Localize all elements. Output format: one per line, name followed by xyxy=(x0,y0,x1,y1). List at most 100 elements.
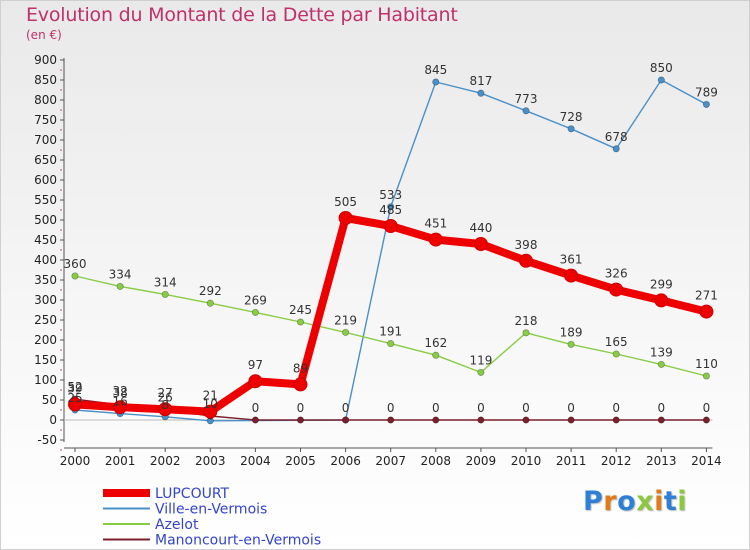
y-tick-label: 250 xyxy=(34,313,57,327)
data-point-ville-en-vermois xyxy=(477,89,485,97)
y-tick-label: 150 xyxy=(34,353,57,367)
y-tick-label: 900 xyxy=(34,53,57,67)
data-label-ville-en-vermois: 850 xyxy=(650,61,673,75)
data-point-azelot xyxy=(71,272,79,280)
data-point-ville-en-vermois xyxy=(612,145,620,153)
data-label-azelot: 218 xyxy=(515,314,538,328)
data-label-lupcourt: 27 xyxy=(158,386,173,400)
data-label-lupcourt: 398 xyxy=(515,238,538,252)
x-tick-label: 2010 xyxy=(511,454,542,468)
data-label-lupcourt: 89 xyxy=(293,361,308,375)
data-point-azelot xyxy=(522,329,530,337)
series-line-lupcourt xyxy=(71,214,711,416)
y-tick-label: 0 xyxy=(49,413,57,427)
y-tick-label: 100 xyxy=(34,373,57,387)
data-label-lupcourt: 451 xyxy=(424,217,447,231)
data-point-ville-en-vermois xyxy=(387,203,395,211)
data-point-ville-en-vermois xyxy=(702,100,710,108)
y-tick-label: 50 xyxy=(42,393,57,407)
data-label-azelot: 245 xyxy=(289,303,312,317)
data-point-lupcourt xyxy=(158,402,173,417)
data-label-azelot: 189 xyxy=(560,325,583,339)
data-label-lupcourt: 440 xyxy=(469,221,492,235)
data-point-azelot xyxy=(161,290,169,298)
data-point-lupcourt xyxy=(203,404,218,419)
data-point-azelot xyxy=(206,299,214,307)
data-label-ville-en-vermois: 789 xyxy=(695,85,718,99)
proxiti-logo: Proxiti xyxy=(583,486,687,517)
data-point-ville-en-vermois xyxy=(432,78,440,86)
data-label-manoncourt-en-vermois: 0 xyxy=(252,401,260,415)
legend: LUPCOURTVille-en-VermoisAzelotManoncourt… xyxy=(103,486,321,549)
data-label-lupcourt: 361 xyxy=(560,253,583,267)
data-label-manoncourt-en-vermois: 0 xyxy=(297,401,305,415)
data-label-azelot: 165 xyxy=(605,335,628,349)
y-tick-label: 500 xyxy=(34,213,57,227)
data-point-azelot xyxy=(387,340,395,348)
y-tick-label: 400 xyxy=(34,253,57,267)
x-tick-label: 2004 xyxy=(240,454,271,468)
data-label-lupcourt: 39 xyxy=(67,381,82,395)
data-label-manoncourt-en-vermois: 0 xyxy=(342,401,350,415)
logo-letter: x xyxy=(636,486,655,517)
data-point-ville-en-vermois xyxy=(657,76,665,84)
data-label-lupcourt: 505 xyxy=(334,195,357,209)
y-tick-label: 300 xyxy=(34,293,57,307)
logo-letter: o xyxy=(617,486,637,517)
data-point-manoncourt-en-vermois xyxy=(296,416,305,424)
legend-label-manoncourt-en-vermois: Manoncourt-en-Vermois xyxy=(155,533,321,549)
data-label-ville-en-vermois: 678 xyxy=(605,130,628,144)
data-point-azelot xyxy=(657,360,665,368)
data-label-ville-en-vermois: 16 xyxy=(112,395,127,409)
data-label-manoncourt-en-vermois: 0 xyxy=(522,401,530,415)
data-point-manoncourt-en-vermois xyxy=(387,416,395,424)
series-layer xyxy=(68,76,714,425)
x-tick-label: 2011 xyxy=(556,454,587,468)
data-label-lupcourt: 299 xyxy=(650,277,673,291)
data-point-azelot xyxy=(477,368,485,376)
data-label-lupcourt: 485 xyxy=(379,203,402,217)
data-label-azelot: 219 xyxy=(334,313,357,327)
data-label-manoncourt-en-vermois: 0 xyxy=(387,401,395,415)
x-tick-label: 2012 xyxy=(601,454,632,468)
data-label-azelot: 110 xyxy=(695,357,718,371)
data-label-azelot: 191 xyxy=(379,325,402,339)
data-label-lupcourt: 326 xyxy=(605,267,628,281)
y-tick-label: 600 xyxy=(34,173,57,187)
data-label-manoncourt-en-vermois: 38 xyxy=(112,386,127,400)
data-point-lupcourt xyxy=(293,377,308,392)
data-label-lupcourt: 97 xyxy=(248,358,263,372)
data-point-lupcourt xyxy=(473,237,488,251)
logo-letter: t xyxy=(663,486,678,517)
y-tick-label: 200 xyxy=(34,333,57,347)
y-tick-label: 650 xyxy=(34,153,57,167)
data-label-azelot: 334 xyxy=(109,267,132,281)
chart-subtitle: (en €) xyxy=(26,28,62,42)
y-tick-label: 550 xyxy=(34,193,57,207)
data-point-lupcourt xyxy=(113,400,128,415)
logo-letter: P xyxy=(583,486,604,517)
data-point-manoncourt-en-vermois xyxy=(702,416,710,424)
data-label-manoncourt-en-vermois: 0 xyxy=(703,401,711,415)
legend-label-lupcourt: LUPCOURT xyxy=(155,486,230,502)
y-tick-label: 350 xyxy=(34,273,57,287)
data-point-lupcourt xyxy=(428,232,443,247)
data-point-lupcourt xyxy=(338,211,353,225)
x-tick-label: 2003 xyxy=(195,454,226,468)
data-point-manoncourt-en-vermois xyxy=(657,416,665,424)
data-label-manoncourt-en-vermois: 0 xyxy=(612,401,620,415)
data-point-manoncourt-en-vermois xyxy=(567,416,575,424)
x-tick-label: 2009 xyxy=(466,454,497,468)
logo-letter: i xyxy=(654,486,664,517)
data-point-azelot xyxy=(432,351,440,359)
x-tick-label: 2013 xyxy=(646,454,677,468)
data-point-azelot xyxy=(116,282,124,290)
data-label-manoncourt-en-vermois: 52 xyxy=(67,380,82,394)
x-tick-label: 2008 xyxy=(421,454,452,468)
data-label-ville-en-vermois: 8 xyxy=(161,398,169,412)
data-point-azelot xyxy=(251,308,259,316)
data-label-azelot: 119 xyxy=(469,353,492,367)
x-tick-label: 2014 xyxy=(691,454,722,468)
